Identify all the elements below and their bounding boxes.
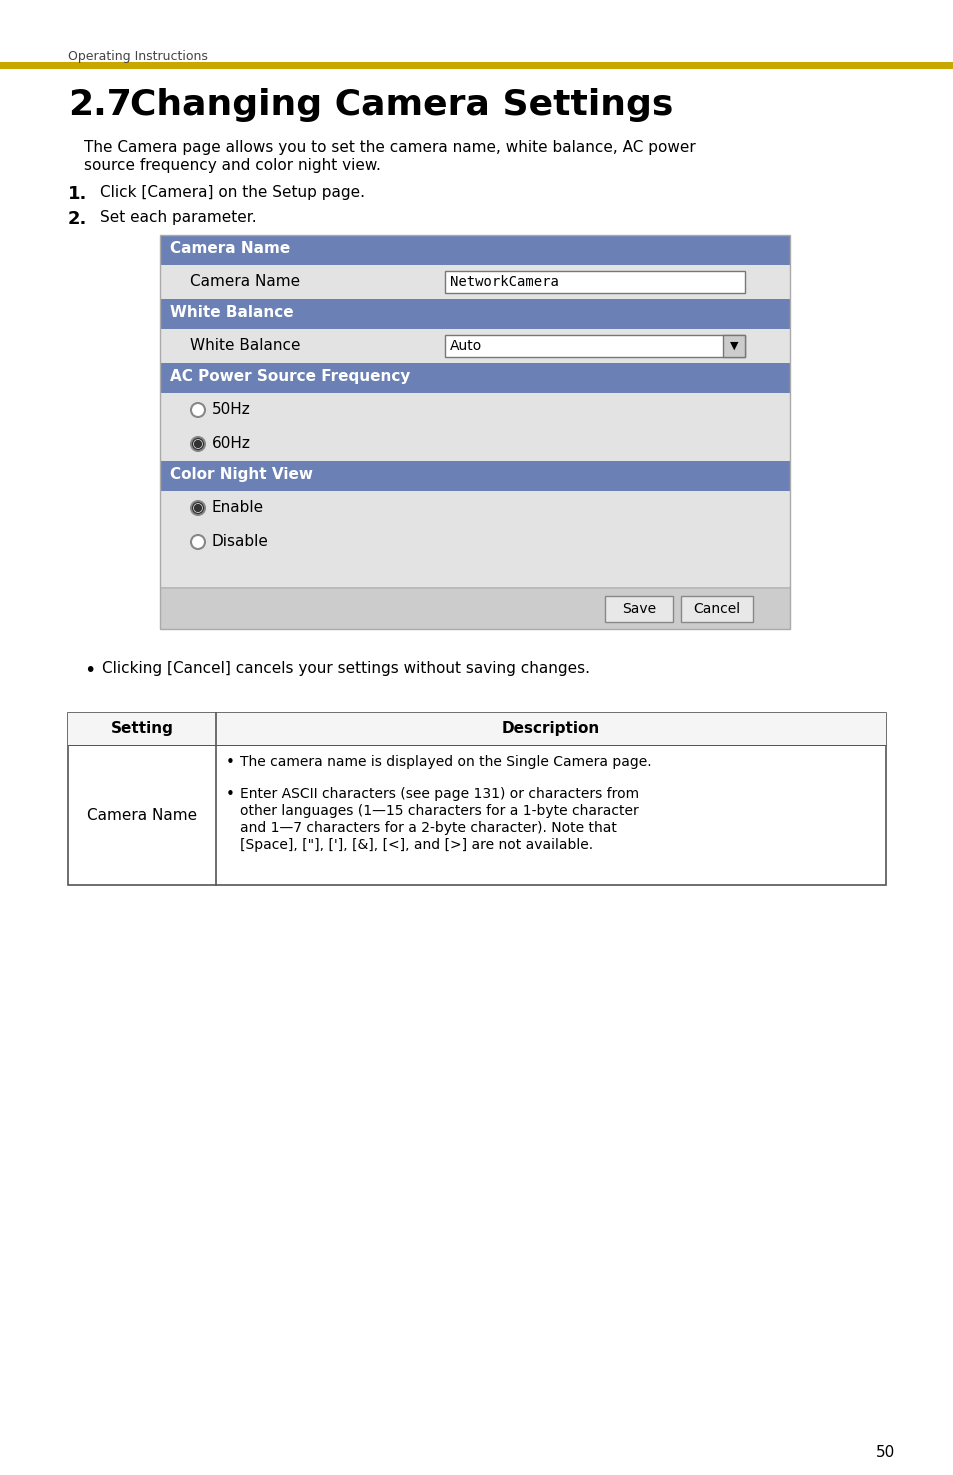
Bar [160, 525, 789, 559]
Text: Cancel: Cancel [693, 602, 740, 617]
Bar [160, 235, 789, 628]
Text: Click [Camera] on the Setup page.: Click [Camera] on the Setup page. [100, 184, 365, 201]
Bar [680, 596, 752, 622]
Bar [160, 363, 789, 392]
Text: The camera name is displayed on the Single Camera page.: The camera name is displayed on the Sing… [240, 755, 651, 768]
Text: Description: Description [501, 721, 599, 736]
Text: White Balance: White Balance [190, 338, 300, 354]
Bar [722, 335, 744, 357]
Bar [68, 712, 885, 885]
Text: Enable: Enable [212, 500, 264, 515]
Circle shape [191, 437, 205, 451]
Circle shape [191, 535, 205, 549]
Text: Set each parameter.: Set each parameter. [100, 209, 256, 226]
Text: Camera Name: Camera Name [87, 807, 197, 823]
Text: Disable: Disable [212, 534, 269, 550]
Text: Auto: Auto [450, 339, 482, 353]
Circle shape [191, 502, 205, 515]
Text: White Balance: White Balance [170, 305, 294, 320]
Text: Setting: Setting [111, 721, 173, 736]
Text: Operating Instructions: Operating Instructions [68, 50, 208, 63]
Text: Camera Name: Camera Name [170, 240, 290, 257]
Text: The Camera page allows you to set the camera name, white balance, AC power: The Camera page allows you to set the ca… [84, 140, 695, 155]
Bar [160, 235, 789, 266]
Text: Save: Save [621, 602, 656, 617]
Text: 2.7: 2.7 [68, 88, 132, 122]
Bar [160, 589, 789, 628]
Bar [160, 491, 789, 525]
Bar [0, 62, 953, 69]
Text: 1.: 1. [68, 184, 88, 204]
Bar [444, 271, 744, 294]
Bar [444, 335, 744, 357]
Circle shape [191, 403, 205, 417]
Text: •: • [226, 755, 234, 770]
Text: Changing Camera Settings: Changing Camera Settings [130, 88, 673, 122]
Bar [160, 559, 789, 587]
Text: AC Power Source Frequency: AC Power Source Frequency [170, 369, 410, 384]
Bar [68, 712, 885, 745]
Text: source frequency and color night view.: source frequency and color night view. [84, 158, 380, 173]
Text: other languages (1—15 characters for a 1-byte character: other languages (1—15 characters for a 1… [240, 804, 639, 819]
Text: 2.: 2. [68, 209, 88, 229]
Bar [604, 596, 672, 622]
Circle shape [194, 504, 201, 512]
Bar [160, 329, 789, 363]
Text: NetworkCamera: NetworkCamera [450, 274, 558, 289]
Text: and 1—7 characters for a 2-byte character). Note that: and 1—7 characters for a 2-byte characte… [240, 822, 617, 835]
Text: Clicking [Cancel] cancels your settings without saving changes.: Clicking [Cancel] cancels your settings … [102, 661, 589, 676]
Text: [Space], ["], ['], [&], [<], and [>] are not available.: [Space], ["], ['], [&], [<], and [>] are… [240, 838, 593, 853]
Circle shape [194, 441, 201, 447]
Text: ▼: ▼ [729, 341, 738, 351]
Text: 50Hz: 50Hz [212, 403, 251, 417]
Text: 60Hz: 60Hz [212, 437, 251, 451]
Bar [160, 587, 789, 589]
Bar [160, 462, 789, 491]
Text: Enter ASCII characters (see page 131) or characters from: Enter ASCII characters (see page 131) or… [240, 788, 639, 801]
Bar [160, 392, 789, 426]
Text: •: • [84, 661, 95, 680]
Bar [160, 266, 789, 299]
Text: Color Night View: Color Night View [170, 468, 313, 482]
Text: •: • [226, 788, 234, 802]
Text: Camera Name: Camera Name [190, 274, 300, 289]
Bar [160, 299, 789, 329]
Text: 50: 50 [876, 1446, 895, 1460]
Bar [160, 426, 789, 462]
